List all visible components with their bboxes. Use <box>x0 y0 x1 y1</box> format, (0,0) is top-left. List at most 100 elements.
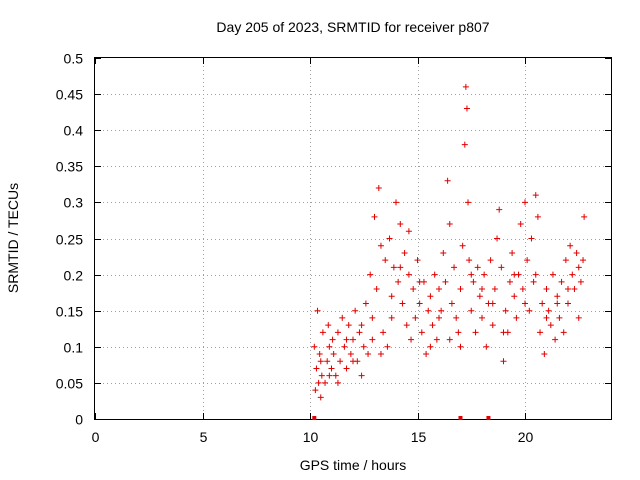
data-point <box>502 307 509 314</box>
data-point <box>446 336 453 343</box>
data-point <box>318 372 325 379</box>
data-point <box>337 358 344 365</box>
data-point <box>412 314 419 321</box>
data-point <box>316 351 323 358</box>
data-point <box>326 343 333 350</box>
data-point <box>451 264 458 271</box>
x-axis-marker <box>312 416 317 420</box>
data-point <box>472 329 479 336</box>
data-point <box>565 286 571 293</box>
data-point <box>489 300 496 307</box>
data-point <box>549 271 556 278</box>
data-point <box>463 105 470 112</box>
data-point <box>511 293 518 300</box>
data-point <box>325 322 332 329</box>
data-point <box>423 351 430 358</box>
data-point <box>390 264 397 271</box>
data-point <box>433 336 440 343</box>
data-point <box>465 199 472 206</box>
data-point <box>500 358 507 365</box>
data-point <box>446 221 453 228</box>
x-axis-marker <box>458 416 463 420</box>
data-point <box>314 307 321 314</box>
axis-markers <box>312 416 491 420</box>
data-point <box>476 293 483 300</box>
data-point <box>506 278 513 285</box>
data-point <box>524 257 531 264</box>
data-point <box>494 235 501 242</box>
data-point <box>468 307 475 314</box>
data-point <box>395 278 402 285</box>
data-point <box>329 336 336 343</box>
data-point <box>457 343 464 350</box>
data-point <box>470 278 477 285</box>
data-point <box>371 213 378 220</box>
data-point <box>343 365 350 372</box>
y-tick-label: 0.25 <box>56 232 83 248</box>
data-point <box>468 271 475 278</box>
data-point <box>416 278 423 285</box>
data-point <box>498 264 505 271</box>
data-point <box>479 286 485 293</box>
data-point <box>341 343 348 350</box>
data-point <box>511 271 518 278</box>
y-tick-label: 0 <box>75 412 83 428</box>
data-point <box>543 314 550 321</box>
data-point <box>369 314 376 321</box>
data-point <box>448 300 455 307</box>
data-point <box>466 257 473 264</box>
data-point <box>442 278 449 285</box>
data-points <box>311 83 588 401</box>
data-point <box>397 264 404 271</box>
data-point <box>580 257 587 264</box>
data-point <box>571 286 578 293</box>
data-point <box>438 307 445 314</box>
data-point <box>530 278 537 285</box>
data-point <box>459 242 466 249</box>
data-point <box>474 264 481 271</box>
data-point <box>328 365 335 372</box>
data-point <box>522 199 528 206</box>
data-point <box>554 300 561 307</box>
data-point <box>522 300 528 307</box>
data-point <box>365 351 372 358</box>
data-point <box>388 314 395 321</box>
y-tick-label: 0.15 <box>56 304 83 320</box>
data-point <box>393 199 399 206</box>
data-point <box>352 307 359 314</box>
data-point <box>319 329 326 336</box>
data-point <box>317 358 324 365</box>
plot-frame <box>94 57 612 420</box>
data-point <box>491 286 498 293</box>
data-point <box>312 387 319 394</box>
data-point <box>429 322 436 329</box>
data-point <box>382 257 389 264</box>
data-point <box>562 257 569 264</box>
data-point <box>377 242 384 249</box>
y-tick-label: 0.45 <box>56 87 83 103</box>
data-point <box>350 358 356 365</box>
data-point <box>343 336 350 343</box>
data-point <box>496 206 503 213</box>
y-tick-label: 0.2 <box>64 268 84 284</box>
data-point <box>388 293 395 300</box>
x-tick-label: 15 <box>411 429 427 445</box>
data-point <box>537 329 544 336</box>
data-point <box>311 343 318 350</box>
data-point <box>410 286 417 293</box>
data-point <box>334 329 341 336</box>
data-point <box>334 379 341 386</box>
data-point <box>500 329 507 336</box>
data-point <box>436 286 442 293</box>
data-point <box>369 336 376 343</box>
data-point <box>322 379 329 386</box>
data-point <box>347 351 354 358</box>
y-tick-label: 0.1 <box>64 340 84 356</box>
data-point <box>367 271 374 278</box>
data-point <box>581 213 588 220</box>
data-point <box>358 372 365 379</box>
data-point <box>481 271 488 278</box>
data-point <box>345 322 352 329</box>
data-point <box>567 242 574 249</box>
data-point <box>403 322 410 329</box>
